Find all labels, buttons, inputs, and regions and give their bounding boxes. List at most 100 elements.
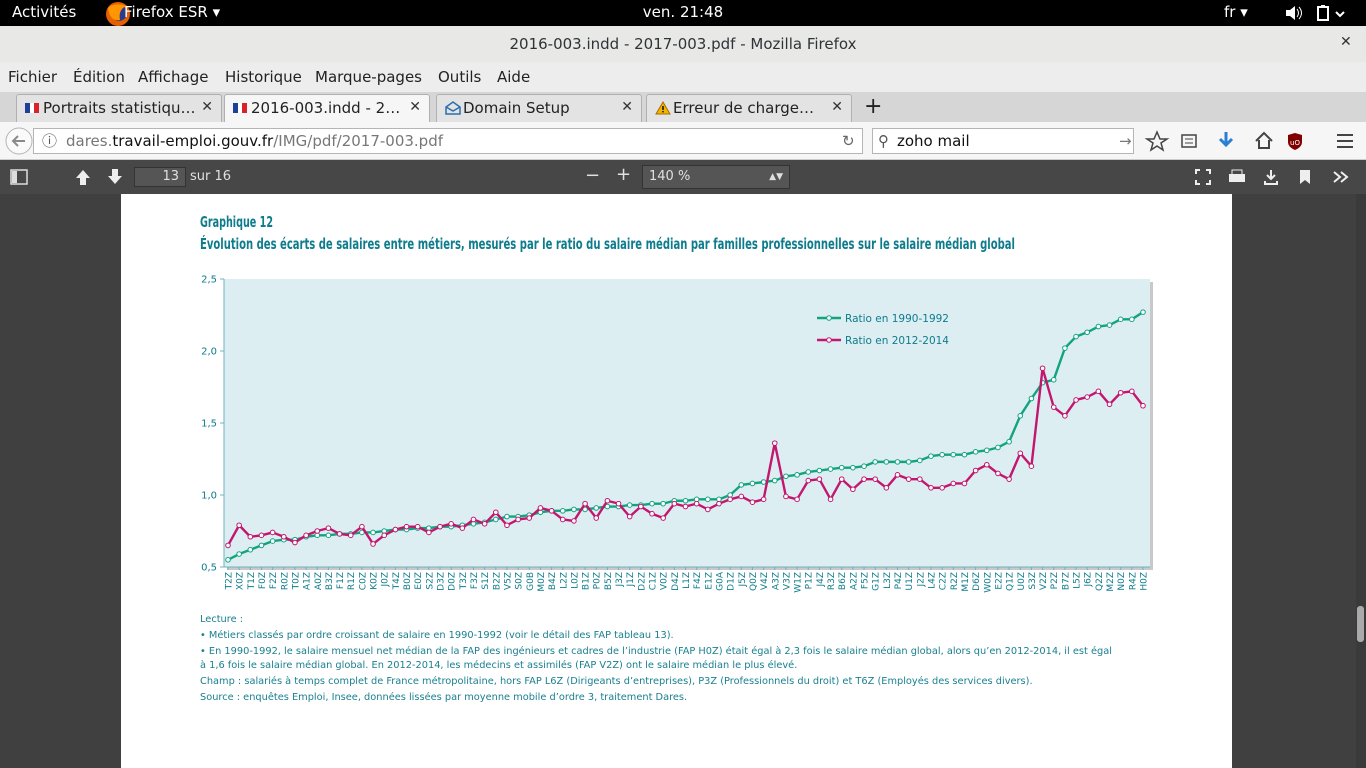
data-point (716, 500, 722, 507)
data-point (1006, 438, 1012, 445)
x-tick-label: D4Z (671, 572, 681, 591)
data-point (258, 542, 265, 549)
tab[interactable]: Portraits statistiqu… ✕ (16, 94, 222, 122)
search-go[interactable]: → (1119, 132, 1132, 150)
x-tick-label: A3Z (771, 572, 781, 590)
data-point (414, 523, 421, 530)
url-field[interactable]: ⓘ dares.travail-emploi.gouv.fr/IMG/pdf/2… (33, 128, 863, 154)
menu-item[interactable]: Fichier (8, 68, 58, 86)
data-point (894, 459, 901, 465)
x-tick-label: C0Z (358, 572, 368, 590)
x-tick-label: P2Z (1050, 572, 1060, 589)
data-point (939, 485, 945, 491)
x-tick-label: D2Z (637, 572, 647, 591)
data-point (437, 523, 443, 530)
x-tick-label: B1Z (582, 572, 592, 590)
menu-item[interactable]: Affichage (138, 68, 209, 86)
x-tick-label: R4Z (1128, 572, 1138, 590)
data-point (515, 516, 521, 523)
legend-marker (826, 337, 832, 343)
tab-close[interactable]: ✕ (621, 99, 633, 115)
menu-item[interactable]: Marque-pages (315, 68, 422, 86)
x-tick-label: U1Z (905, 572, 915, 590)
data-point (292, 539, 298, 546)
data-point (1006, 476, 1012, 482)
data-point (604, 497, 611, 504)
data-point (705, 496, 711, 503)
menu-item[interactable]: Historique (225, 68, 302, 86)
data-point (269, 538, 276, 544)
note-line: Champ : salariés à temps complet de Fran… (200, 675, 1033, 687)
data-point (861, 476, 867, 482)
data-point (426, 529, 432, 536)
note-line: Source : enquêtes Emploi, Insee, données… (200, 691, 687, 703)
data-point (1117, 389, 1124, 396)
x-tick-label: B5Z (604, 572, 614, 590)
x-tick-label: F0Z (258, 572, 268, 589)
tab[interactable]: Domain Setup ✕ (436, 94, 642, 122)
zoom-select[interactable]: 140 % ▲▼ (642, 165, 790, 189)
data-point (682, 497, 689, 504)
tab-close[interactable]: ✕ (831, 99, 843, 115)
menu-item[interactable]: Aide (497, 68, 531, 86)
data-point (314, 528, 321, 534)
tab-close[interactable]: ✕ (201, 99, 213, 115)
url-prefix: dares. (66, 132, 113, 150)
y-tick-label: 1,0 (201, 491, 217, 502)
zoom-out[interactable]: − (585, 165, 601, 186)
data-point (771, 440, 778, 446)
close-window[interactable]: ✕ (1340, 34, 1352, 50)
data-point (493, 509, 499, 516)
data-point (950, 480, 957, 487)
menu-item[interactable]: Outils (438, 68, 482, 86)
data-point (649, 510, 655, 517)
data-point (571, 506, 577, 513)
x-tick-label: V4Z (760, 572, 770, 590)
search-text: zoho mail (897, 132, 970, 150)
x-tick-label: W0Z (983, 572, 993, 593)
x-tick-label: J3Z (615, 572, 625, 588)
tab[interactable]: 2016-003.indd - 2… ✕ (224, 94, 430, 122)
toolbar-icons[interactable]: uO (1144, 130, 1364, 152)
activities[interactable]: Activités (12, 3, 77, 21)
data-point (269, 529, 276, 536)
back-button[interactable] (4, 126, 34, 156)
data-point (872, 459, 878, 465)
zoom-in[interactable]: + (616, 164, 632, 185)
page-navigation[interactable] (74, 168, 126, 186)
language-menu[interactable]: fr ▾ (1224, 3, 1248, 21)
data-point (1050, 404, 1057, 410)
site-info[interactable]: ⓘ (42, 132, 58, 150)
gnome-top-bar: Activités Firefox ESR ▾ ven. 21:48 fr ▾ (0, 0, 1366, 26)
status-icons[interactable] (1284, 4, 1354, 22)
x-tick-label: C1Z (649, 572, 659, 590)
note-line: • Métiers classés par ordre croissant de… (200, 629, 674, 641)
reload-button[interactable]: ↻ (842, 132, 855, 150)
data-point (225, 557, 231, 563)
data-point (548, 508, 555, 514)
x-tick-label: J6Z (1084, 572, 1094, 588)
page-number: 13 (162, 169, 179, 184)
x-tick-label: Q0Z (749, 572, 759, 591)
app-name: Firefox ESR (124, 3, 208, 21)
pdf-actions[interactable] (1194, 168, 1360, 186)
x-tick-label: J0Z (381, 572, 391, 588)
data-point (370, 541, 376, 547)
new-tab[interactable]: + (864, 94, 883, 119)
data-point (760, 479, 767, 485)
menu-item[interactable]: Édition (73, 68, 125, 86)
data-point (1017, 413, 1024, 419)
tab-close[interactable]: ✕ (409, 99, 421, 115)
tab[interactable]: Erreur de charge… ✕ (646, 94, 852, 122)
app-menu[interactable]: Firefox ESR ▾ (124, 3, 221, 21)
scrollbar-thumb[interactable] (1357, 606, 1364, 642)
data-point (280, 533, 287, 540)
x-tick-label: V2Z (1039, 572, 1049, 590)
pdf-page-view: Graphique 12 Évolution des écarts de sal… (121, 194, 1366, 768)
x-tick-label: M1Z (961, 572, 971, 592)
x-tick-label: D3Z (437, 572, 447, 591)
page-number-input[interactable]: 13 (134, 167, 186, 187)
search-field[interactable]: ⚲ zoho mail → (872, 128, 1134, 154)
data-point (693, 500, 700, 507)
sidebar-toggle[interactable] (10, 169, 28, 185)
